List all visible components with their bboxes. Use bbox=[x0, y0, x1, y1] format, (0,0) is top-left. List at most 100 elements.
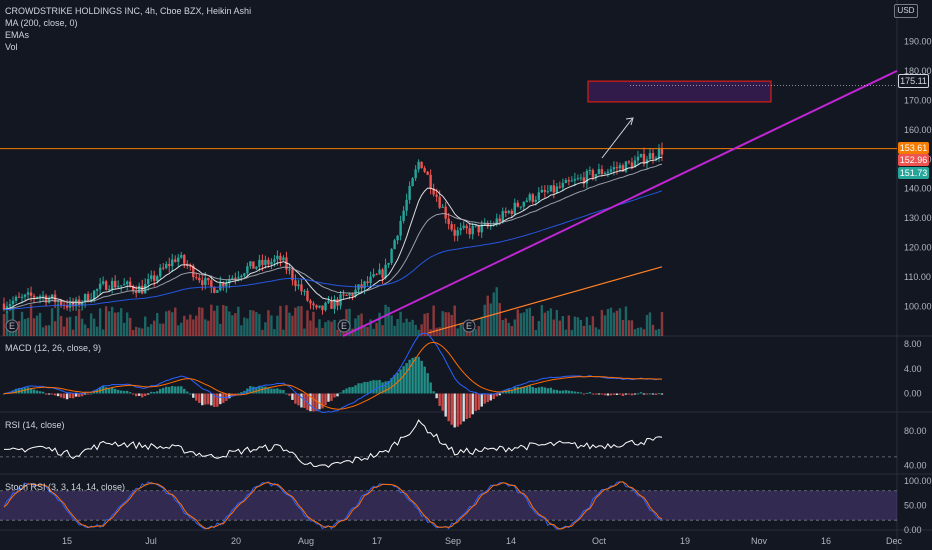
macd-bar bbox=[411, 357, 414, 394]
candle-body bbox=[8, 304, 12, 307]
candle-body bbox=[83, 294, 87, 303]
candle-body bbox=[453, 229, 456, 236]
macd-bar bbox=[495, 393, 498, 397]
volume-bar bbox=[309, 320, 312, 336]
volume-bar bbox=[441, 311, 444, 336]
symbol-title: CROWDSTRIKE HOLDINGS INC, 4h, Cboe BZX, … bbox=[5, 6, 252, 16]
candle-body bbox=[2, 303, 6, 310]
candle-body bbox=[372, 274, 375, 277]
macd-bar bbox=[138, 393, 141, 396]
volume-bar bbox=[507, 322, 510, 336]
volume-bar bbox=[399, 311, 402, 336]
macd-bar bbox=[135, 393, 138, 397]
macd-bar bbox=[210, 393, 213, 406]
macd-bar bbox=[104, 387, 108, 394]
stoch-rsi-indicator-label[interactable]: Stoch RSI (3, 3, 14, 14, close) bbox=[5, 482, 126, 492]
macd-bar bbox=[11, 390, 15, 394]
volume-bar bbox=[543, 312, 547, 336]
macd-bar bbox=[264, 386, 267, 394]
volume-bar bbox=[447, 312, 450, 336]
candle-body bbox=[513, 202, 516, 214]
time-axis-tick: Jul bbox=[145, 536, 157, 546]
macd-bar bbox=[651, 393, 655, 395]
volume-bar bbox=[579, 319, 583, 336]
candle-body bbox=[156, 276, 159, 281]
volume-bar bbox=[95, 326, 99, 336]
candle-body bbox=[56, 301, 60, 303]
macd-bar bbox=[273, 388, 276, 394]
macd-bar bbox=[168, 386, 171, 394]
macd-bar bbox=[555, 389, 559, 394]
emas-indicator-label[interactable]: EMAs bbox=[5, 30, 30, 40]
macd-bar bbox=[342, 390, 345, 394]
macd-bar bbox=[483, 393, 486, 404]
target-box bbox=[587, 80, 772, 103]
earnings-marker bbox=[337, 319, 351, 333]
candle-body bbox=[396, 235, 399, 241]
candle-body bbox=[222, 282, 225, 287]
candle-body bbox=[546, 191, 550, 193]
macd-bar bbox=[462, 393, 465, 422]
volume-bar bbox=[186, 319, 189, 336]
volume-bar bbox=[273, 329, 276, 336]
volume-bar bbox=[483, 304, 486, 336]
candle-body bbox=[525, 200, 528, 202]
volume-bar bbox=[417, 329, 420, 336]
rsi-indicator-label[interactable]: RSI (14, close) bbox=[5, 420, 65, 430]
volume-bar bbox=[375, 322, 378, 336]
macd-bar bbox=[645, 393, 649, 395]
time-axis-tick: Nov bbox=[751, 536, 768, 546]
currency-button[interactable]: USD bbox=[894, 4, 918, 18]
candle-body bbox=[636, 156, 640, 161]
macd-bar bbox=[552, 389, 556, 394]
candle-body bbox=[600, 169, 604, 174]
candle-body bbox=[168, 264, 171, 267]
volume-bar bbox=[159, 323, 162, 336]
macd-bar bbox=[122, 390, 126, 394]
macd-bar bbox=[189, 393, 192, 395]
macd-bar bbox=[477, 393, 480, 410]
macd-bar bbox=[282, 389, 285, 394]
volume-bar bbox=[324, 322, 327, 336]
volume-bar bbox=[98, 308, 102, 336]
volume-bar bbox=[462, 325, 465, 336]
volume-indicator-label[interactable]: Vol bbox=[5, 42, 18, 52]
ma-indicator-label[interactable]: MA (200, close, 0) bbox=[5, 18, 78, 28]
candle-body bbox=[297, 284, 300, 287]
time-axis-tick: 17 bbox=[372, 536, 382, 546]
candle-body bbox=[17, 296, 21, 298]
volume-bar bbox=[26, 317, 30, 336]
macd-bar bbox=[107, 388, 111, 394]
macd-bar bbox=[507, 389, 510, 394]
volume-bar bbox=[378, 312, 381, 336]
volume-bar bbox=[489, 303, 492, 336]
volume-bar bbox=[231, 315, 234, 336]
candle-body bbox=[261, 259, 264, 265]
volume-bar bbox=[615, 310, 619, 336]
volume-bar bbox=[240, 325, 243, 336]
volume-bar bbox=[156, 312, 159, 336]
macd-bar bbox=[642, 393, 646, 395]
projection-arrow-head bbox=[625, 117, 634, 126]
macd-bar bbox=[150, 391, 153, 394]
volume-bar bbox=[56, 304, 60, 336]
volume-bar bbox=[558, 320, 562, 336]
macd-bar bbox=[420, 360, 423, 394]
time-axis-tick: Dec bbox=[886, 536, 903, 546]
macd-bar bbox=[50, 393, 54, 395]
stoch-axis-tick: 0.00 bbox=[904, 525, 922, 535]
candle-body bbox=[116, 286, 120, 288]
candle-body bbox=[411, 178, 414, 187]
volume-bar bbox=[29, 304, 33, 336]
ema-mid-line bbox=[3, 163, 663, 310]
candle-body bbox=[153, 275, 156, 281]
volume-bar bbox=[315, 327, 318, 336]
candle-body bbox=[195, 277, 198, 279]
volume-bar bbox=[591, 316, 595, 336]
candle-body bbox=[564, 180, 568, 184]
macd-bar bbox=[405, 363, 408, 394]
volume-bar bbox=[528, 307, 531, 336]
macd-bar bbox=[429, 382, 432, 394]
macd-indicator-label[interactable]: MACD (12, 26, close, 9) bbox=[5, 343, 102, 353]
